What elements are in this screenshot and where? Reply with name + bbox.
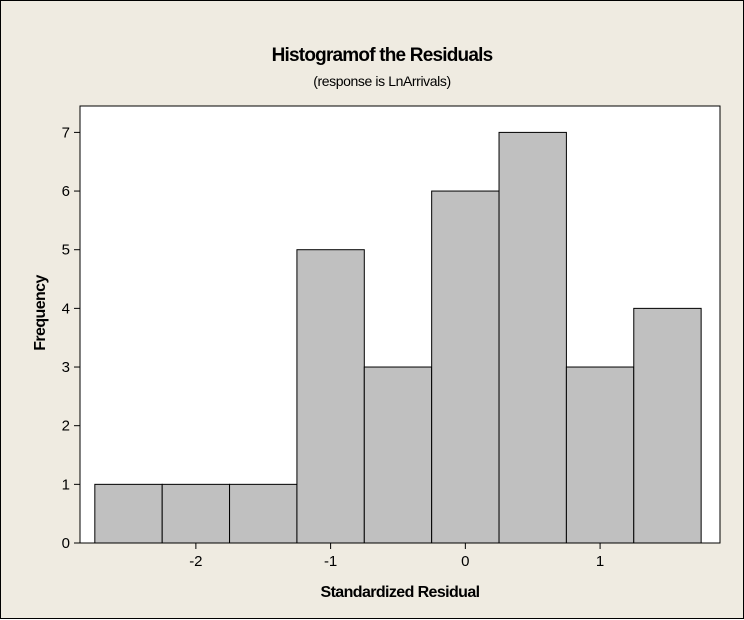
y-tick-label: 1 — [62, 476, 70, 493]
histogram-bar — [94, 483, 163, 544]
y-tick-label: 0 — [62, 535, 70, 552]
histogram-bar — [431, 190, 500, 544]
x-axis-label: Standardized Residual — [321, 584, 480, 601]
chart-title: Histogramof the Residuals — [272, 45, 493, 66]
y-axis: 0 1 2 3 4 5 6 7 — [62, 124, 80, 552]
x-tick-label: -2 — [189, 553, 202, 570]
y-tick-label: 6 — [62, 183, 70, 200]
histogram-bar — [565, 366, 635, 544]
histogram-bar — [363, 366, 433, 544]
histogram-bar — [161, 483, 231, 544]
chart-subtitle: (response is LnArrivals) — [313, 73, 450, 89]
histogram-bar — [229, 483, 298, 544]
x-tick-label: 1 — [596, 553, 604, 570]
histogram-bar — [498, 131, 567, 544]
histogram-bar — [296, 249, 365, 544]
histogram-bar — [633, 307, 702, 544]
y-axis-label: Frequency — [32, 275, 49, 351]
y-tick-label: 2 — [62, 418, 70, 435]
x-axis: -2 -1 0 1 — [189, 543, 604, 570]
y-tick-label: 3 — [62, 359, 70, 376]
y-tick-label: 4 — [62, 300, 70, 317]
x-tick-label: 0 — [461, 553, 469, 570]
bars-group — [94, 131, 702, 544]
y-tick-label: 7 — [62, 124, 70, 141]
x-tick-label: -1 — [324, 553, 337, 570]
y-tick-label: 5 — [62, 242, 70, 259]
